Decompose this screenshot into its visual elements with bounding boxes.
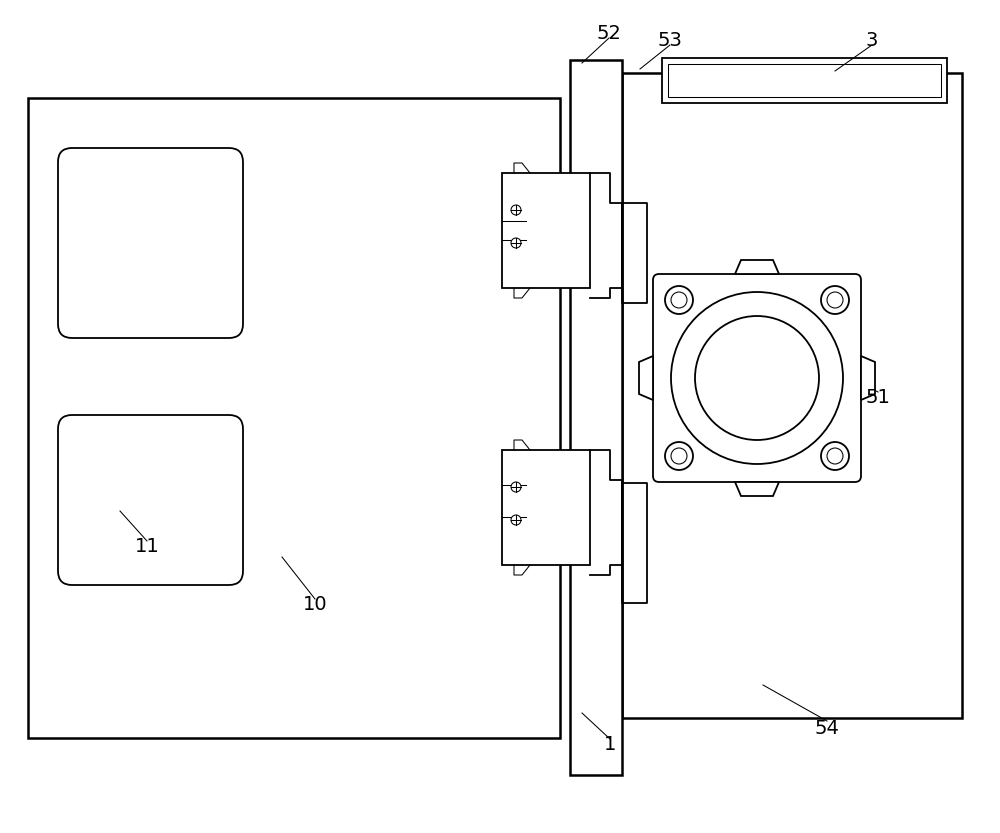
Text: 1: 1 [604, 736, 616, 755]
Circle shape [671, 448, 687, 464]
Polygon shape [639, 356, 653, 400]
Bar [668, 64, 941, 97]
Polygon shape [735, 482, 779, 496]
Bar [662, 58, 947, 103]
Text: 11: 11 [135, 537, 159, 556]
Circle shape [665, 286, 693, 314]
Circle shape [821, 442, 849, 470]
Text: 51: 51 [866, 387, 890, 407]
Text: 3: 3 [866, 31, 878, 49]
Bar [28, 98, 560, 738]
Circle shape [511, 238, 521, 248]
Circle shape [511, 482, 521, 492]
Circle shape [511, 515, 521, 525]
Circle shape [671, 292, 687, 308]
Circle shape [671, 292, 843, 464]
Circle shape [827, 292, 843, 308]
Circle shape [821, 286, 849, 314]
Polygon shape [861, 356, 875, 400]
Bar [502, 450, 590, 565]
FancyBboxPatch shape [58, 415, 243, 585]
Text: 10: 10 [303, 596, 327, 615]
Text: 53: 53 [658, 31, 682, 49]
Text: 52: 52 [597, 23, 621, 42]
FancyBboxPatch shape [58, 148, 243, 338]
Circle shape [695, 316, 819, 440]
Text: 54: 54 [815, 719, 839, 737]
Bar [502, 173, 590, 288]
Circle shape [511, 205, 521, 215]
Polygon shape [735, 260, 779, 274]
Bar [622, 73, 962, 718]
Circle shape [827, 448, 843, 464]
Bar [570, 60, 622, 775]
FancyBboxPatch shape [653, 274, 861, 482]
Circle shape [665, 442, 693, 470]
